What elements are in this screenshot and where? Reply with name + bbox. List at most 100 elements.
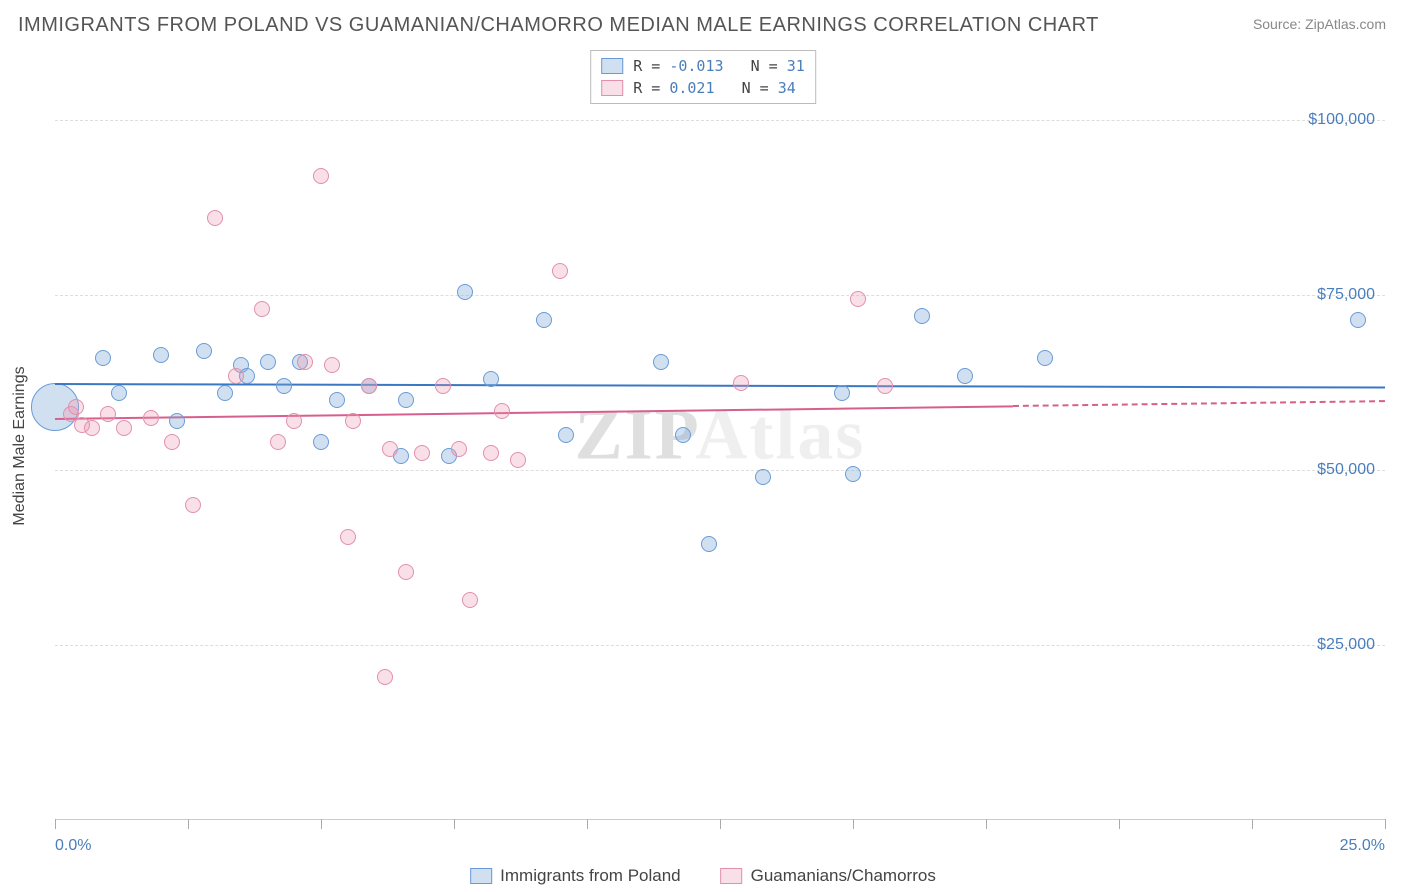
x-tick: [55, 819, 56, 829]
data-point-guam: [377, 669, 393, 685]
data-point-poland: [483, 371, 499, 387]
data-point-poland: [675, 427, 691, 443]
data-point-guam: [340, 529, 356, 545]
data-point-guam: [228, 368, 244, 384]
correlation-legend: R = -0.013 N = 31 R = 0.021 N = 34: [590, 50, 816, 104]
gridline: [55, 645, 1385, 646]
x-tick: [321, 819, 322, 829]
data-point-guam: [398, 564, 414, 580]
data-point-poland: [457, 284, 473, 300]
data-point-guam: [185, 497, 201, 513]
data-point-poland: [834, 385, 850, 401]
data-point-guam: [84, 420, 100, 436]
data-point-guam: [297, 354, 313, 370]
legend-swatch-bottom-guam: [721, 868, 743, 884]
data-point-guam: [286, 413, 302, 429]
data-point-poland: [653, 354, 669, 370]
data-point-guam: [324, 357, 340, 373]
data-point-guam: [68, 399, 84, 415]
data-point-poland: [153, 347, 169, 363]
legend-stat-row-poland: R = -0.013 N = 31: [601, 55, 805, 77]
legend-swatch-guam: [601, 80, 623, 96]
data-point-poland: [1350, 312, 1366, 328]
x-tick: [1252, 819, 1253, 829]
watermark: ZIPAtlas: [575, 393, 866, 476]
x-label-min: 0.0%: [55, 837, 91, 855]
trend-line-dashed-guam: [1013, 400, 1385, 407]
legend-stat-row-guam: R = 0.021 N = 34: [601, 77, 805, 99]
data-point-guam: [451, 441, 467, 457]
data-point-poland: [845, 466, 861, 482]
data-point-guam: [143, 410, 159, 426]
y-tick-label: $75,000: [1317, 286, 1375, 304]
data-point-poland: [755, 469, 771, 485]
data-point-guam: [462, 592, 478, 608]
data-point-poland: [536, 312, 552, 328]
x-tick: [1385, 819, 1386, 829]
data-point-poland: [1037, 350, 1053, 366]
data-point-poland: [398, 392, 414, 408]
legend-item-guam: Guamanians/Chamorros: [721, 866, 936, 886]
data-point-guam: [313, 168, 329, 184]
y-axis-label: Median Male Earnings: [11, 366, 29, 525]
data-point-guam: [345, 413, 361, 429]
data-point-guam: [116, 420, 132, 436]
legend-stats-poland: R = -0.013 N = 31: [633, 57, 805, 75]
chart-container: IMMIGRANTS FROM POLAND VS GUAMANIAN/CHAM…: [0, 0, 1406, 892]
data-point-poland: [914, 308, 930, 324]
data-point-poland: [196, 343, 212, 359]
gridline: [55, 120, 1385, 121]
x-tick: [587, 819, 588, 829]
data-point-poland: [276, 378, 292, 394]
series-legend: Immigrants from Poland Guamanians/Chamorr…: [470, 866, 936, 886]
data-point-guam: [100, 406, 116, 422]
legend-label-guam: Guamanians/Chamorros: [751, 866, 936, 886]
data-point-guam: [382, 441, 398, 457]
y-tick-label: $25,000: [1317, 636, 1375, 654]
source-label: Source: ZipAtlas.com: [1253, 16, 1386, 32]
legend-swatch-poland: [601, 58, 623, 74]
data-point-poland: [329, 392, 345, 408]
data-point-guam: [510, 452, 526, 468]
gridline: [55, 470, 1385, 471]
data-point-poland: [701, 536, 717, 552]
x-tick: [853, 819, 854, 829]
watermark-atlas: Atlas: [695, 394, 865, 474]
data-point-guam: [494, 403, 510, 419]
data-point-guam: [552, 263, 568, 279]
data-point-guam: [877, 378, 893, 394]
data-point-poland: [111, 385, 127, 401]
data-point-poland: [217, 385, 233, 401]
data-point-guam: [270, 434, 286, 450]
trend-line-poland: [55, 383, 1385, 388]
x-tick: [986, 819, 987, 829]
data-point-guam: [414, 445, 430, 461]
data-point-guam: [435, 378, 451, 394]
x-tick: [454, 819, 455, 829]
data-point-poland: [169, 413, 185, 429]
data-point-guam: [361, 378, 377, 394]
data-point-guam: [254, 301, 270, 317]
y-tick-label: $100,000: [1308, 111, 1375, 129]
legend-item-poland: Immigrants from Poland: [470, 866, 680, 886]
data-point-guam: [850, 291, 866, 307]
data-point-poland: [957, 368, 973, 384]
data-point-guam: [733, 375, 749, 391]
data-point-poland: [313, 434, 329, 450]
legend-label-poland: Immigrants from Poland: [500, 866, 680, 886]
x-tick: [188, 819, 189, 829]
data-point-poland: [558, 427, 574, 443]
data-point-poland: [260, 354, 276, 370]
legend-swatch-bottom-poland: [470, 868, 492, 884]
gridline: [55, 295, 1385, 296]
y-tick-label: $50,000: [1317, 461, 1375, 479]
data-point-guam: [164, 434, 180, 450]
x-tick: [720, 819, 721, 829]
plot-area: ZIPAtlas $25,000$50,000$75,000$100,0000.…: [55, 50, 1385, 820]
data-point-guam: [483, 445, 499, 461]
x-label-max: 25.0%: [1340, 837, 1385, 855]
data-point-poland: [95, 350, 111, 366]
legend-stats-guam: R = 0.021 N = 34: [633, 79, 796, 97]
trend-line-guam: [55, 405, 1013, 420]
chart-title: IMMIGRANTS FROM POLAND VS GUAMANIAN/CHAM…: [18, 14, 1099, 37]
